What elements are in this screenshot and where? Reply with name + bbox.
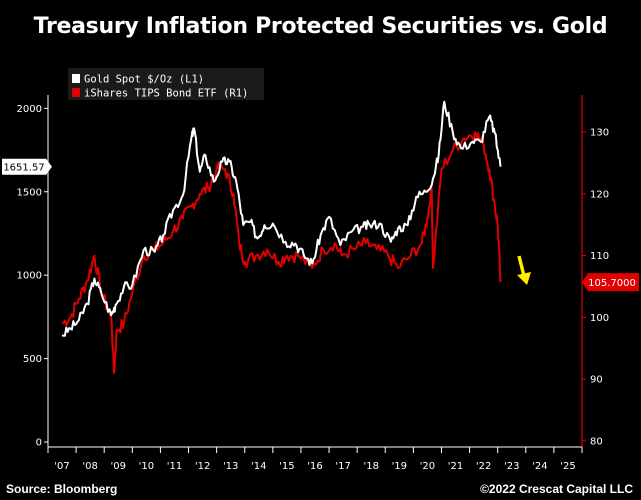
- x-tick-label: '07: [54, 461, 69, 472]
- gold-last-value-label: 1651.57: [3, 163, 44, 174]
- x-tick-label: '25: [560, 461, 575, 472]
- left-tick-label: 500: [23, 354, 42, 365]
- left-tick-label: 1500: [17, 187, 42, 198]
- x-tick-label: '18: [363, 461, 378, 472]
- x-tick-label: '19: [392, 461, 407, 472]
- left-tick-label: 2000: [17, 104, 42, 115]
- source-note: Source: Bloomberg: [6, 482, 118, 496]
- gold-last-value-tag: [2, 158, 52, 175]
- chart-title: Treasury Inflation Protected Securities …: [33, 14, 608, 39]
- legend-label: iShares TIPS Bond ETF (R1): [84, 88, 248, 100]
- tips-series-line: [61, 131, 502, 374]
- x-tick-label: '22: [476, 461, 491, 472]
- legend-swatch: [72, 88, 80, 97]
- annotation-layer: [517, 255, 531, 285]
- last-value-labels: 1651.57 105.7000: [2, 158, 639, 292]
- x-tick-label: '16: [307, 461, 322, 472]
- right-tick-label: 130: [590, 128, 609, 139]
- x-tick-label: '21: [448, 461, 463, 472]
- legend-swatch: [72, 74, 80, 83]
- x-tick-label: '15: [279, 461, 294, 472]
- x-tick-label: '20: [420, 461, 435, 472]
- right-tick-label: 120: [590, 189, 609, 200]
- x-tick-label: '23: [504, 461, 519, 472]
- x-tick-label: '24: [532, 461, 547, 472]
- left-tick-label: 0: [36, 437, 42, 448]
- gold-series-line: [61, 100, 502, 337]
- copyright-note: ©2022 Crescat Capital LLC: [480, 482, 633, 496]
- x-tick-label: '17: [335, 461, 350, 472]
- right-tick-label: 100: [590, 313, 609, 324]
- down-arrow-icon: [517, 255, 526, 277]
- x-tick-label: '08: [82, 461, 97, 472]
- x-tick-label: '11: [167, 461, 182, 472]
- right-tick-label: 80: [590, 436, 603, 447]
- legend-box: [68, 68, 264, 100]
- x-tick-label: '14: [251, 461, 266, 472]
- right-tick-label: 90: [590, 375, 603, 386]
- series-layer: [61, 100, 502, 374]
- x-tick-label: '09: [111, 461, 126, 472]
- x-tick-label: '13: [223, 461, 238, 472]
- tips-last-value-tag: [582, 273, 639, 292]
- legend-label: Gold Spot $/Oz (L1): [84, 74, 204, 86]
- legend: Gold Spot $/Oz (L1) iShares TIPS Bond ETF…: [68, 68, 264, 100]
- right-tick-label: 110: [590, 251, 609, 262]
- tips-last-value-label: 105.7000: [588, 278, 636, 289]
- down-arrow-head-icon: [517, 272, 531, 285]
- axes-layer: 0 500 1000 1500 2000 80 90 100 110 120 130 '07 '08 '0…: [17, 95, 609, 472]
- x-tick-label: '12: [195, 461, 210, 472]
- left-tick-label: 1000: [17, 271, 42, 282]
- x-tick-label: '10: [139, 461, 154, 472]
